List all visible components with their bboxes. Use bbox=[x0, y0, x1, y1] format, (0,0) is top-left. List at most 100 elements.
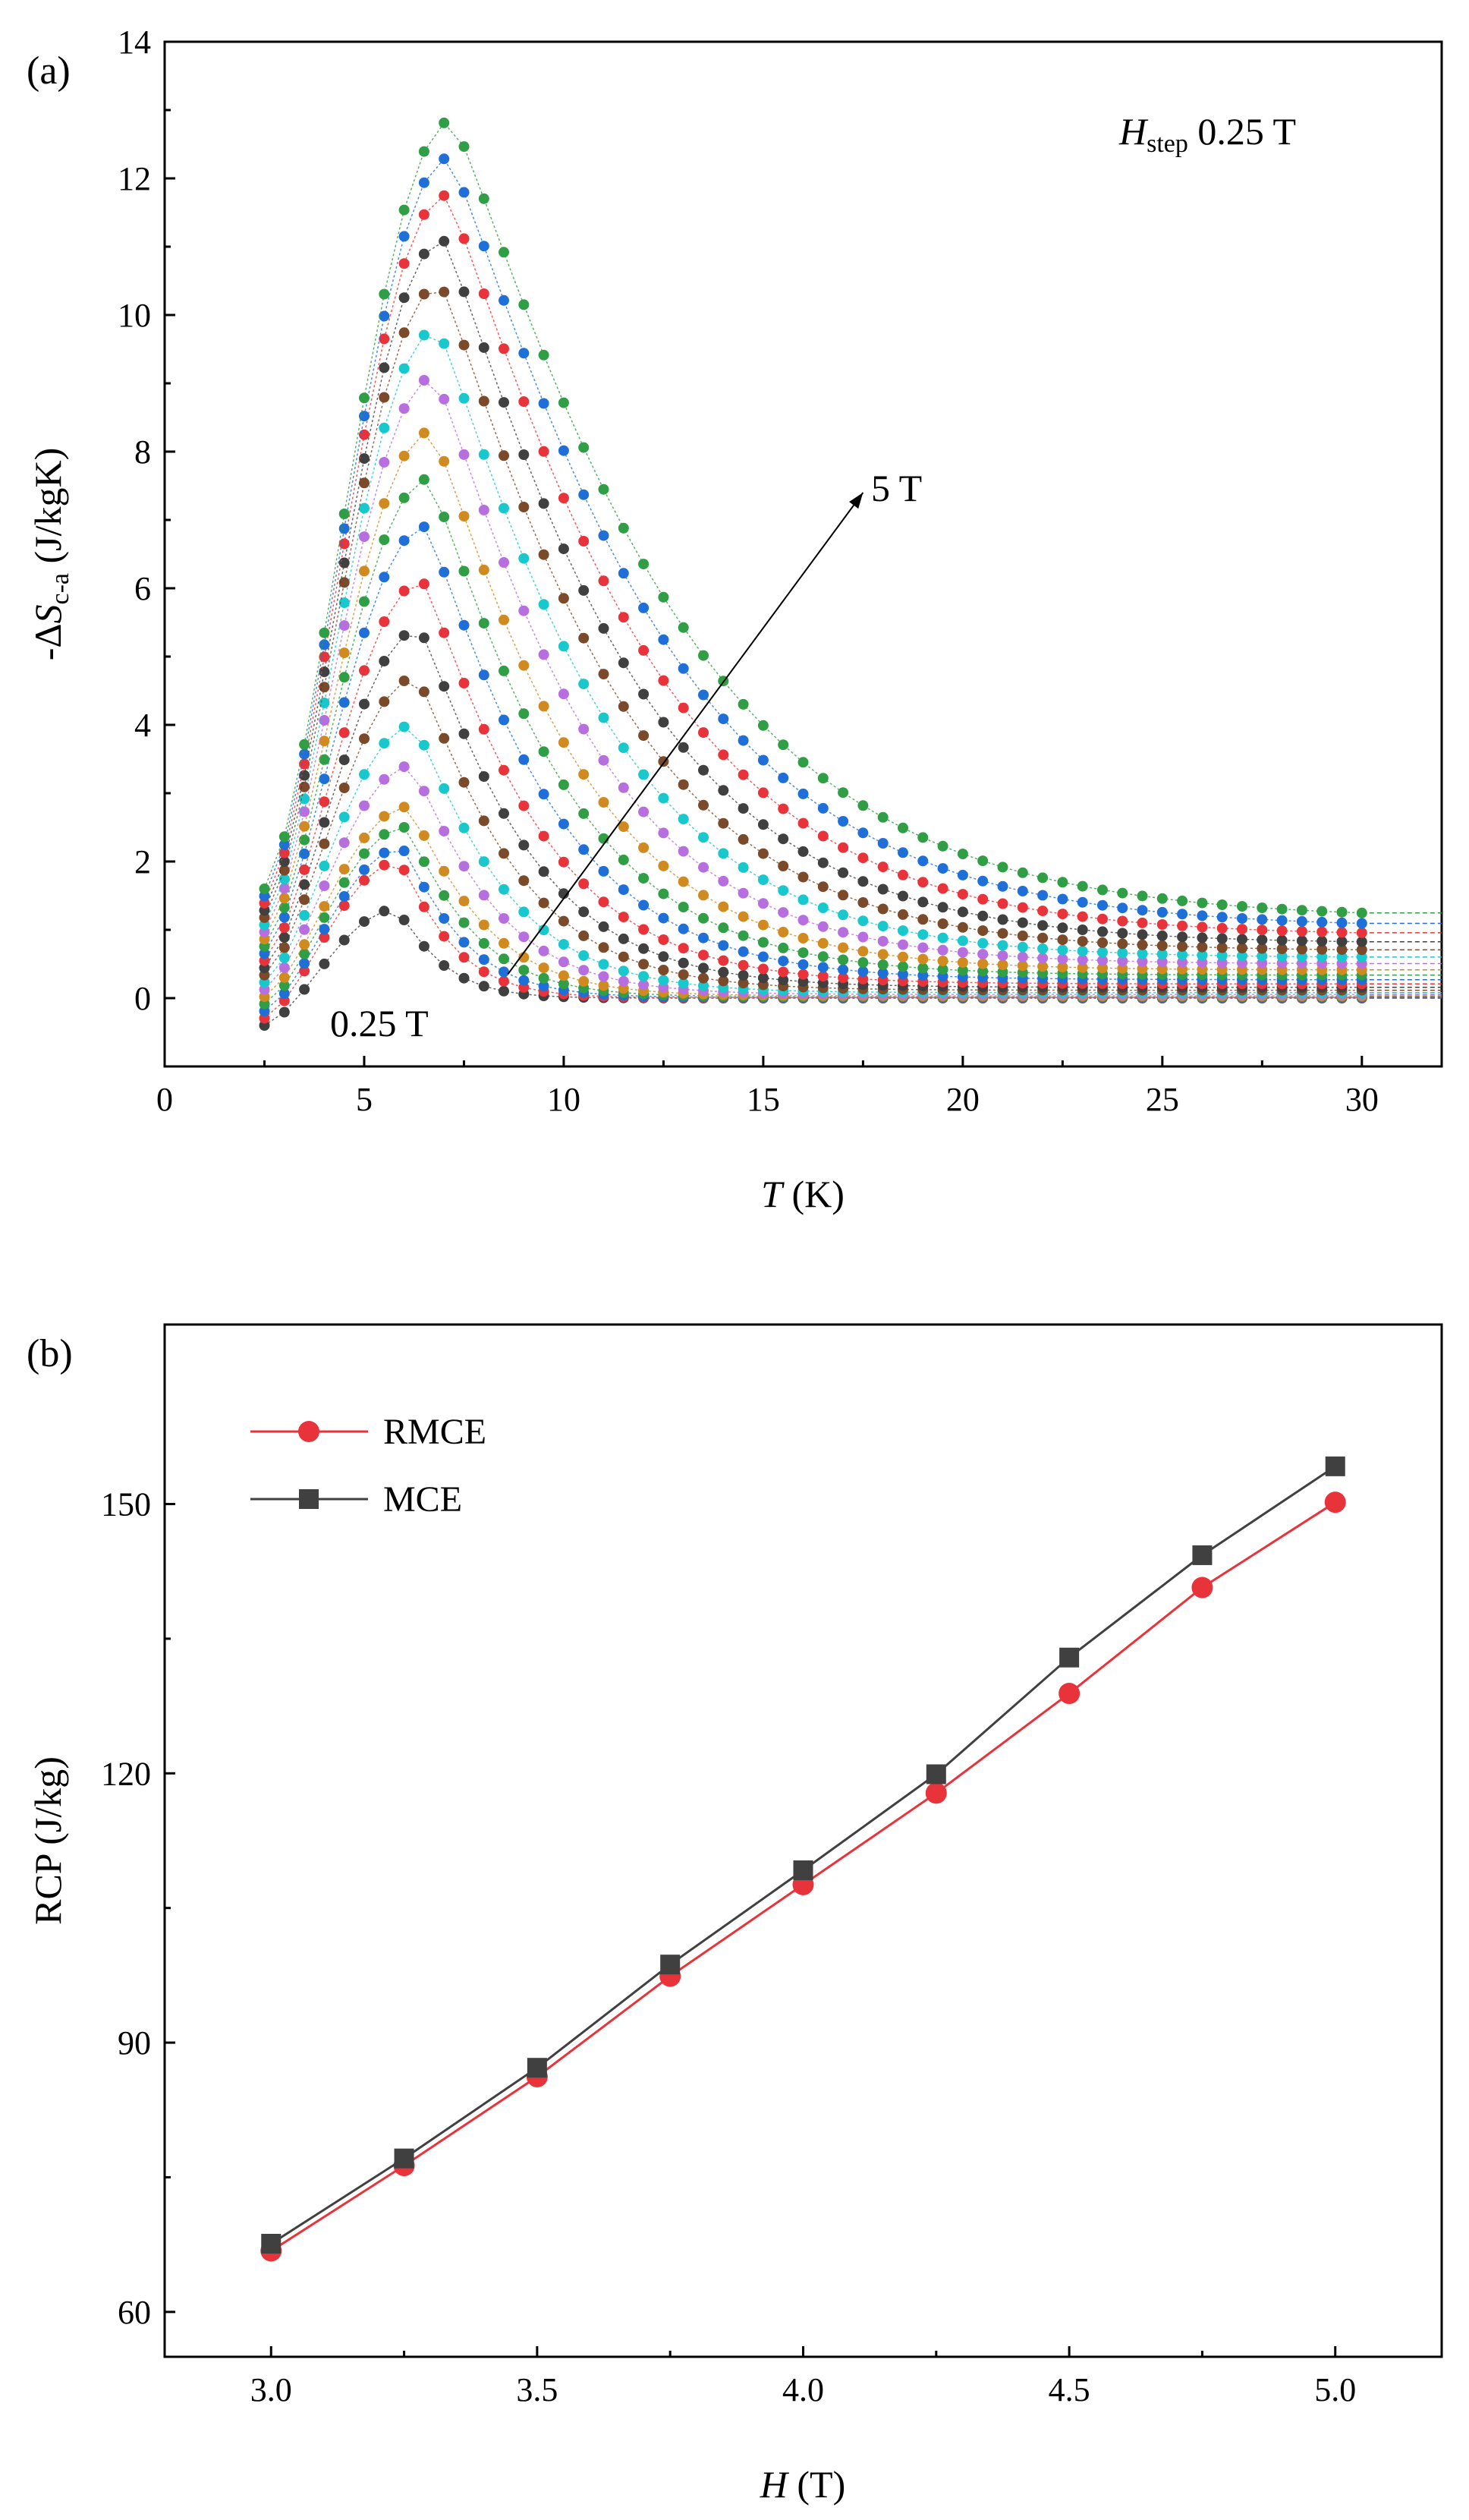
data-point bbox=[1137, 917, 1148, 928]
data-point bbox=[418, 474, 429, 485]
data-point bbox=[857, 973, 869, 984]
panel-a-chart: 0 5 10 15 20 25 30 0 2 4 6 8 10 12 14 (a) Hstep 0.25 T… bbox=[27, 24, 1443, 1215]
data-point bbox=[1336, 944, 1348, 956]
data-point bbox=[379, 498, 390, 509]
mce-point bbox=[261, 2233, 282, 2254]
data-point bbox=[898, 925, 908, 937]
data-point bbox=[518, 754, 530, 765]
data-point bbox=[718, 875, 729, 887]
data-point bbox=[1237, 913, 1247, 924]
data-point bbox=[757, 787, 769, 799]
data-point bbox=[439, 393, 450, 405]
data-point bbox=[1197, 932, 1208, 943]
y-tick-label: 10 bbox=[118, 297, 151, 334]
data-point bbox=[638, 602, 650, 613]
data-point bbox=[439, 732, 450, 744]
data-point bbox=[578, 950, 590, 961]
data-point bbox=[857, 957, 869, 968]
data-point bbox=[1077, 896, 1088, 908]
data-point bbox=[278, 831, 290, 843]
data-point bbox=[518, 708, 530, 720]
data-point bbox=[379, 333, 390, 345]
data-point bbox=[797, 969, 809, 980]
data-point bbox=[1257, 950, 1268, 962]
x-tick-label: 3.0 bbox=[250, 2371, 292, 2408]
data-point bbox=[398, 676, 410, 686]
data-point bbox=[278, 922, 290, 934]
data-point bbox=[558, 543, 569, 555]
data-point bbox=[398, 535, 410, 547]
data-point bbox=[359, 596, 370, 607]
data-point bbox=[838, 842, 849, 853]
data-point bbox=[458, 896, 470, 907]
data-point bbox=[1257, 914, 1268, 925]
data-point bbox=[338, 727, 350, 739]
series-line bbox=[263, 680, 1362, 991]
data-point bbox=[778, 942, 789, 953]
data-point bbox=[299, 781, 310, 792]
data-point bbox=[578, 489, 590, 500]
data-point bbox=[538, 866, 549, 877]
data-point bbox=[518, 875, 530, 887]
data-point bbox=[418, 209, 429, 220]
data-point bbox=[678, 969, 689, 980]
mce-point bbox=[793, 1860, 813, 1881]
data-point bbox=[458, 141, 470, 153]
data-point bbox=[398, 822, 410, 833]
data-point bbox=[598, 980, 609, 991]
data-point bbox=[379, 829, 390, 840]
data-point bbox=[338, 557, 350, 569]
data-point bbox=[957, 906, 968, 918]
data-point bbox=[338, 811, 350, 823]
data-point bbox=[1216, 922, 1228, 934]
data-point bbox=[379, 616, 390, 627]
data-point bbox=[538, 498, 549, 509]
data-point bbox=[499, 450, 509, 461]
data-point bbox=[1057, 922, 1068, 934]
data-point bbox=[379, 859, 390, 871]
data-point bbox=[898, 961, 908, 972]
data-point bbox=[937, 956, 948, 966]
data-point bbox=[1177, 909, 1188, 920]
data-point bbox=[618, 965, 629, 977]
data-point bbox=[678, 702, 689, 713]
data-point bbox=[598, 669, 609, 680]
data-point bbox=[338, 900, 350, 912]
data-point bbox=[658, 951, 669, 962]
data-point bbox=[718, 785, 729, 796]
data-point bbox=[458, 339, 470, 351]
data-point bbox=[1336, 917, 1348, 928]
data-point bbox=[319, 880, 330, 891]
data-point bbox=[478, 815, 489, 827]
data-point bbox=[957, 935, 968, 947]
data-point bbox=[278, 988, 290, 999]
data-point bbox=[1316, 951, 1328, 962]
data-point bbox=[338, 697, 350, 708]
data-point bbox=[538, 398, 549, 409]
data-point bbox=[359, 769, 370, 780]
data-point bbox=[1197, 921, 1208, 933]
data-point bbox=[718, 940, 729, 951]
data-point bbox=[1037, 953, 1049, 964]
data-point bbox=[638, 924, 650, 935]
data-point bbox=[1117, 902, 1128, 914]
panel-b-legend: RMCE MCE bbox=[250, 1412, 486, 1520]
data-point bbox=[439, 783, 450, 794]
data-point bbox=[439, 338, 450, 349]
data-point bbox=[898, 909, 908, 920]
data-point bbox=[658, 965, 669, 975]
data-point bbox=[797, 947, 809, 959]
data-point bbox=[478, 288, 489, 299]
data-point bbox=[838, 909, 849, 921]
data-point bbox=[598, 575, 609, 587]
data-point bbox=[278, 995, 290, 1006]
data-point bbox=[299, 984, 310, 995]
data-point bbox=[1296, 905, 1307, 916]
mce-line bbox=[270, 1465, 1336, 2245]
data-point bbox=[718, 749, 729, 761]
data-point bbox=[778, 907, 789, 918]
data-point bbox=[359, 429, 370, 440]
y-tick-label: 60 bbox=[118, 2294, 151, 2331]
data-point bbox=[379, 310, 390, 322]
data-point bbox=[937, 883, 948, 894]
